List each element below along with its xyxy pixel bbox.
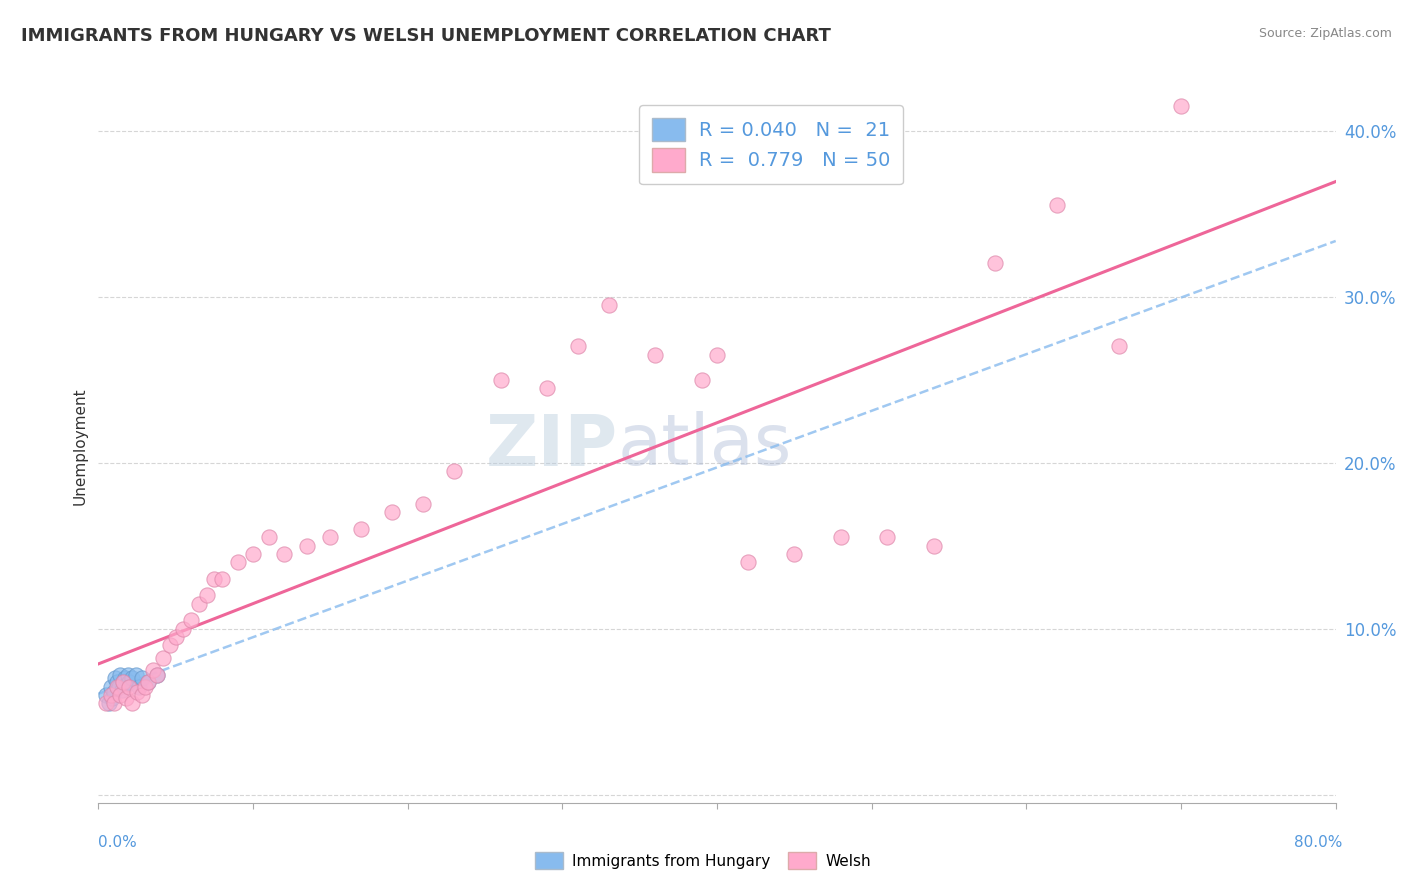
Point [118,674,141,689]
Point [876,530,898,544]
Point [105,680,128,694]
Text: 80.0%: 80.0% [1295,836,1343,850]
Point [180,613,202,627]
Point [172,622,194,636]
Text: 0.0%: 0.0% [98,836,138,850]
Point [100,688,122,702]
Point [1170,99,1192,113]
Point [136,674,159,689]
Point [536,381,558,395]
Point [737,555,759,569]
Point [188,597,211,611]
Text: ZIP: ZIP [486,411,619,481]
Text: atlas: atlas [619,411,793,481]
Point [984,256,1007,270]
Point [211,572,233,586]
Point [319,530,342,544]
Point [104,671,127,685]
Point [107,680,129,694]
Point [706,348,728,362]
Point [128,680,150,694]
Point [114,671,136,685]
Point [443,464,465,478]
Text: IMMIGRANTS FROM HUNGARY VS WELSH UNEMPLOYMENT CORRELATION CHART: IMMIGRANTS FROM HUNGARY VS WELSH UNEMPLO… [21,27,831,45]
Point [783,547,806,561]
Y-axis label: Unemployment: Unemployment [72,387,87,505]
Point [115,691,138,706]
Point [124,668,146,682]
Point [108,668,131,682]
Point [127,684,149,698]
Point [159,638,181,652]
Point [105,674,128,689]
Point [115,678,138,692]
Point [204,572,226,586]
Point [117,668,139,682]
Point [131,671,153,685]
Point [567,339,589,353]
Text: Source: ZipAtlas.com: Source: ZipAtlas.com [1258,27,1392,40]
Legend: R = 0.040   N =  21, R =  0.779   N = 50: R = 0.040 N = 21, R = 0.779 N = 50 [640,105,903,185]
Point [381,505,404,519]
Point [134,680,156,694]
Point [1046,198,1069,212]
Point [412,497,434,511]
Point [350,522,373,536]
Point [96,688,118,702]
Point [96,696,118,710]
Point [226,555,249,569]
Point [98,696,121,710]
Point [118,680,141,694]
Point [922,539,945,553]
Point [152,651,174,665]
Point [103,684,125,698]
Point [195,588,218,602]
Point [273,547,295,561]
Point [112,674,135,689]
Point [103,696,125,710]
Point [141,663,165,677]
Point [297,539,319,553]
Point [489,373,512,387]
Point [690,373,713,387]
Point [100,680,122,694]
Point [146,668,169,682]
Point [644,348,666,362]
Point [830,530,852,544]
Point [108,688,131,702]
Point [146,668,169,682]
Point [131,688,153,702]
Point [598,298,620,312]
Point [136,674,159,689]
Point [112,674,135,689]
Point [101,691,124,706]
Point [165,630,187,644]
Point [121,671,143,685]
Point [257,530,280,544]
Point [121,696,143,710]
Legend: Immigrants from Hungary, Welsh: Immigrants from Hungary, Welsh [529,846,877,875]
Point [1108,339,1130,353]
Point [111,682,132,697]
Point [242,547,264,561]
